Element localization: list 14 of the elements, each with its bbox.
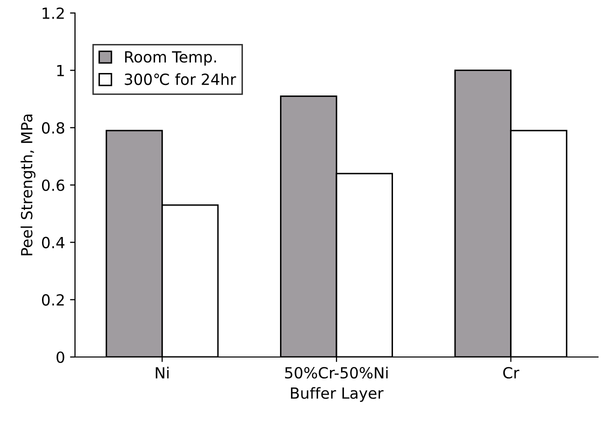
y-tick-label: 0.6	[42, 179, 64, 192]
legend-label: 300℃ for 24hr	[124, 73, 236, 86]
y-tick-label: 1.2	[42, 7, 64, 19]
y-tick-label: 0.2	[42, 294, 64, 306]
x-tick-label: 50%Cr-50%Ni	[285, 366, 388, 379]
y-tick-label: 0.4	[42, 236, 64, 248]
x-tick-label: Ni	[156, 366, 169, 378]
y-axis-title: Peel Strength, MPa	[20, 114, 36, 256]
x-axis-title: Buffer Layer	[290, 387, 384, 402]
y-tick-label: 0	[56, 351, 64, 364]
legend-label: Room Temp.	[125, 51, 216, 66]
x-tick-label: Cr	[503, 366, 520, 379]
y-tick-label: 0.8	[42, 122, 64, 134]
y-tick-label: 1	[57, 65, 64, 76]
